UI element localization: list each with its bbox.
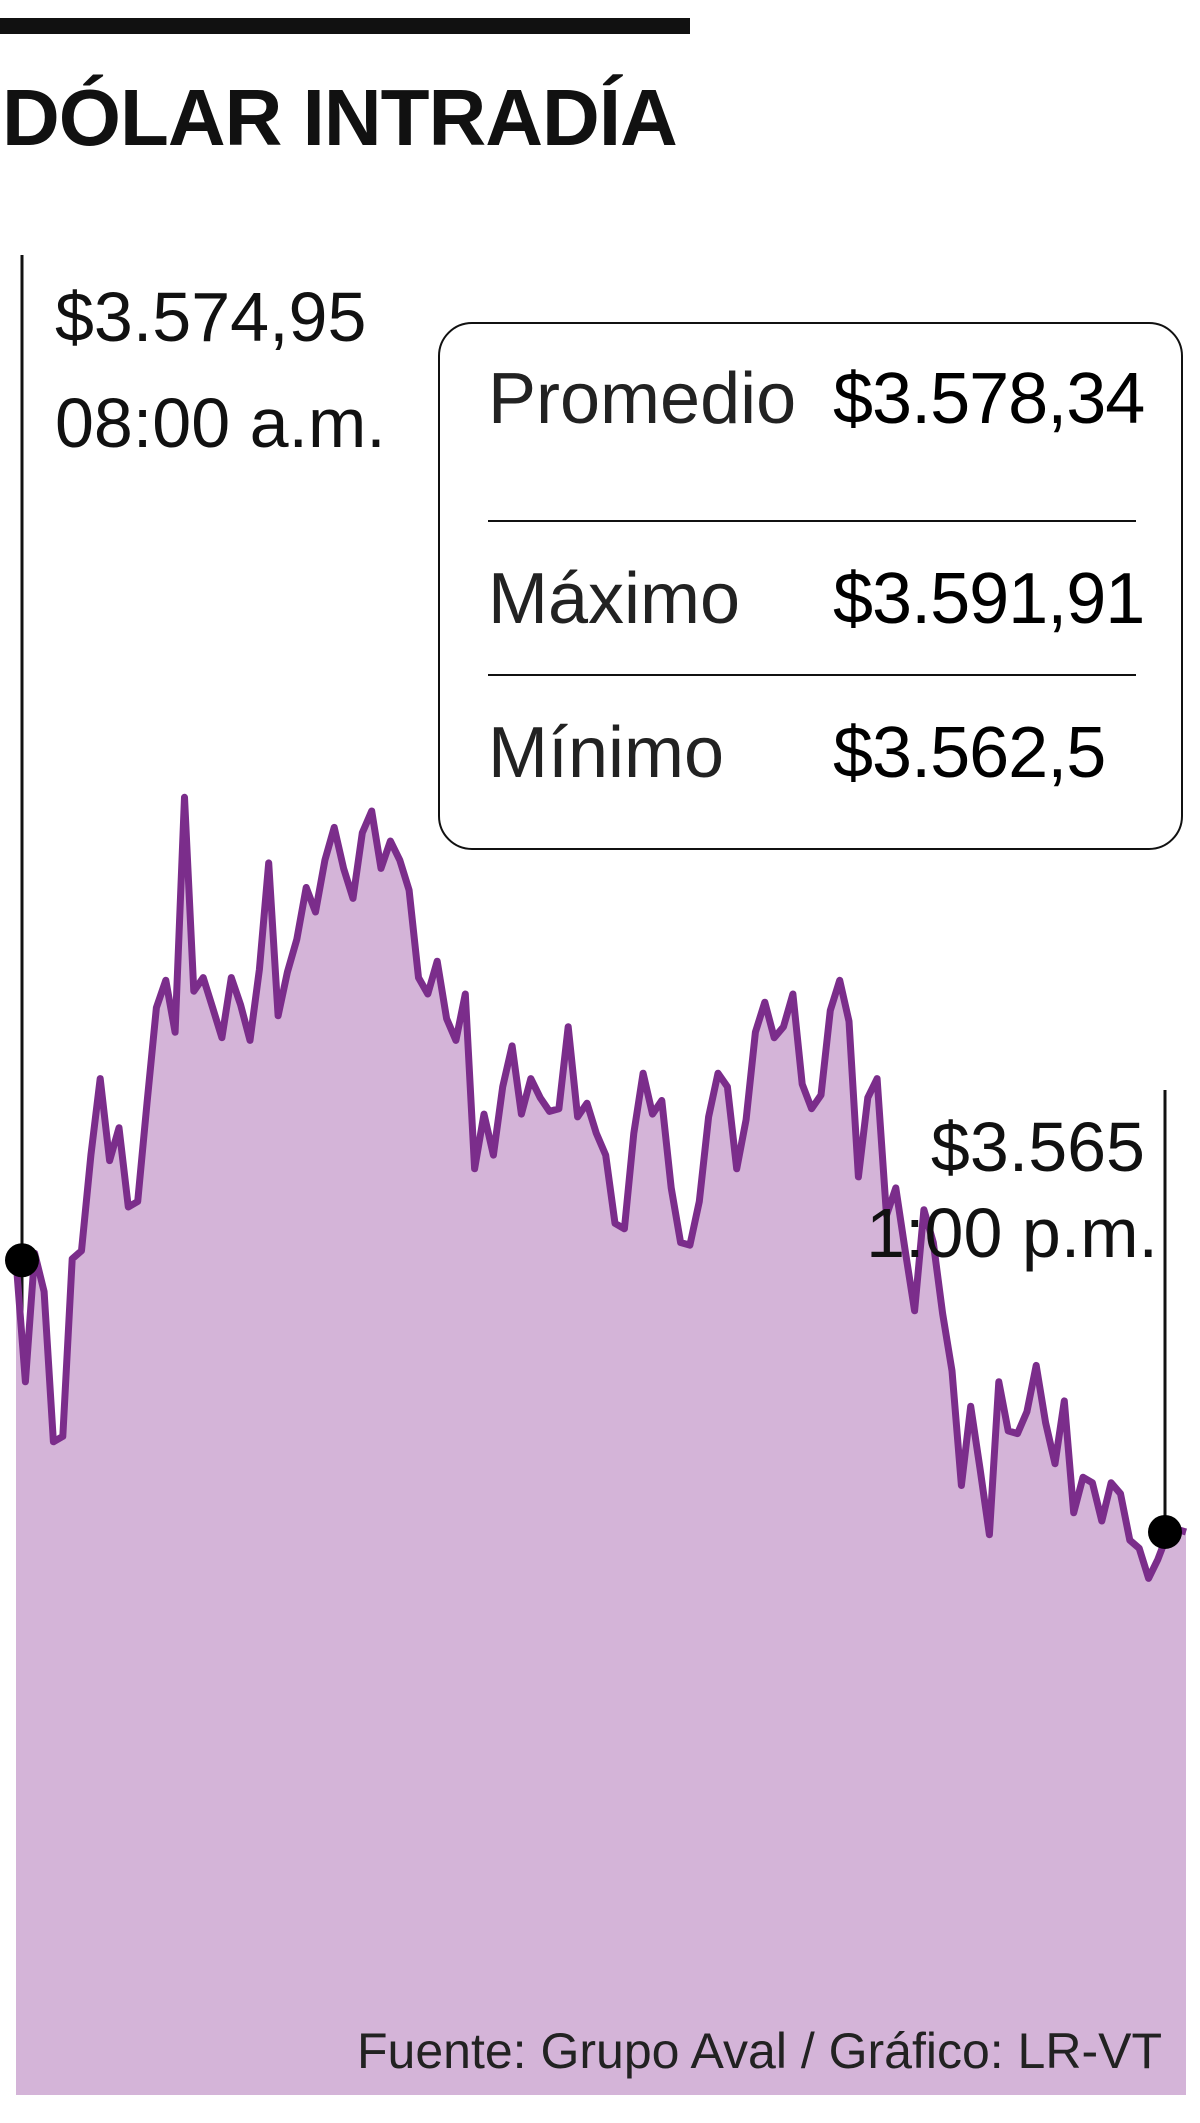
chart-title: DÓLAR INTRADÍA [2,73,678,162]
start-value-label: $3.574,95 [55,278,367,356]
stat-value-maximo: $3.591,91 [833,559,1145,639]
stat-label-minimo: Mínimo [488,713,725,793]
end-point-marker [1148,1514,1182,1549]
source-credit: Fuente: Grupo Aval / Gráfico: LR-VT [357,2023,1162,2079]
stat-row-maximo: Máximo $3.591,91 [488,524,1151,674]
series-area [16,797,1186,2095]
series-line [12,793,1187,1582]
end-value-label: $3.565 [930,1108,1145,1186]
plot-area [5,793,1187,2095]
stat-value-promedio: $3.578,34 [833,359,1145,439]
stats-box: Promedio $3.578,34 Máximo $3.591,91 Míni… [438,322,1183,850]
start-point-marker [5,1243,39,1278]
end-time-label: 1:00 p.m. [866,1194,1158,1272]
stat-label-promedio: Promedio [488,359,797,439]
stat-value-minimo: $3.562,5 [833,713,1106,793]
stat-row-minimo: Mínimo $3.562,5 [488,678,1151,828]
stats-divider [488,520,1136,522]
start-time-label: 08:00 a.m. [55,384,386,462]
stats-divider [488,674,1136,676]
stat-label-maximo: Máximo [488,559,741,639]
title-rule [0,18,690,34]
stat-row-promedio: Promedio $3.578,34 [488,324,1151,474]
